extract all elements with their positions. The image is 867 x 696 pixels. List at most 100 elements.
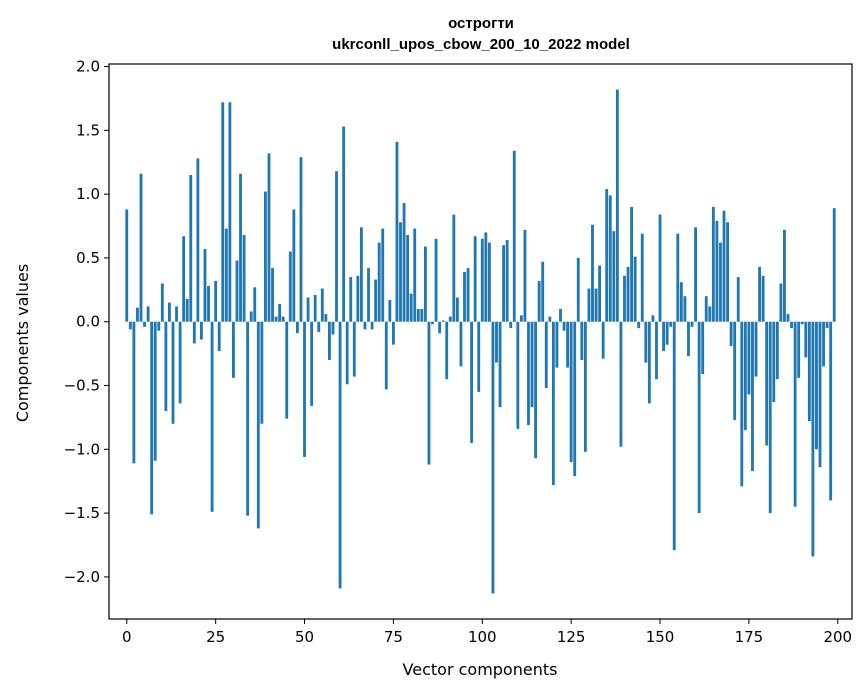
- bar-74: [388, 300, 392, 322]
- bar-71: [377, 242, 381, 322]
- bar-44: [281, 316, 285, 322]
- bar-141: [626, 266, 630, 322]
- bar-5: [143, 321, 146, 327]
- bar-131: [591, 224, 594, 322]
- bar-124: [566, 321, 570, 368]
- bar-33: [242, 234, 246, 322]
- x-tick-label: 175: [735, 628, 764, 646]
- bar-127: [576, 257, 580, 322]
- bar-147: [647, 321, 651, 404]
- bar-48: [295, 321, 299, 334]
- bar-15: [178, 321, 182, 404]
- bar-69: [370, 321, 374, 330]
- bar-49: [299, 157, 303, 322]
- bar-169: [726, 222, 729, 322]
- bar-54: [317, 321, 321, 332]
- bar-83: [420, 308, 424, 322]
- chart-title: острогти: [448, 15, 514, 32]
- bar-158: [687, 321, 690, 357]
- bar-21: [200, 321, 203, 340]
- bar-80: [409, 293, 413, 322]
- bar-35: [249, 311, 253, 322]
- bar-85: [427, 321, 431, 465]
- bar-42: [274, 316, 278, 322]
- bar-43: [278, 303, 282, 322]
- bar-87: [434, 238, 438, 322]
- bar-56: [324, 314, 328, 322]
- bar-13: [171, 321, 175, 424]
- bar-156: [679, 282, 683, 322]
- bar-188: [793, 321, 797, 507]
- bar-192: [807, 321, 811, 422]
- bar-140: [623, 275, 626, 322]
- bar-157: [683, 296, 687, 322]
- bar-57: [327, 321, 331, 360]
- bar-19: [192, 321, 196, 344]
- bar-111: [519, 315, 523, 322]
- y-tick-label: 0.0: [76, 313, 100, 331]
- bar-94: [459, 321, 463, 367]
- bar-144: [637, 321, 641, 329]
- bar-177: [754, 321, 758, 377]
- bar-160: [694, 227, 697, 322]
- bar-63: [349, 277, 353, 322]
- bar-152: [665, 321, 669, 345]
- bar-174: [743, 321, 747, 431]
- bar-97: [470, 321, 474, 443]
- bar-105: [498, 321, 502, 408]
- bar-121: [555, 321, 559, 368]
- bar-58: [331, 321, 335, 335]
- bar-89: [441, 320, 445, 322]
- bar-194: [815, 321, 818, 450]
- bar-53: [313, 294, 317, 322]
- bar-18: [189, 175, 193, 322]
- bar-46: [288, 251, 292, 322]
- bar-153: [669, 321, 673, 327]
- bar-119: [548, 316, 552, 322]
- bar-199: [832, 208, 836, 322]
- bar-8: [153, 321, 157, 461]
- bar-84: [423, 246, 427, 322]
- bar-26: [217, 321, 221, 352]
- bar-77: [399, 222, 402, 322]
- y-tick-label: −0.5: [64, 377, 100, 395]
- x-tick-label: 50: [295, 628, 314, 646]
- bar-189: [797, 321, 801, 378]
- x-tick-label: 200: [823, 628, 852, 646]
- bar-170: [729, 321, 733, 346]
- bar-16: [182, 236, 186, 322]
- bar-20: [196, 158, 200, 322]
- bar-101: [484, 232, 488, 322]
- bar-166: [715, 220, 719, 322]
- bar-45: [285, 321, 289, 419]
- bar-23: [207, 286, 210, 322]
- bar-17: [185, 298, 189, 322]
- bar-190: [800, 321, 804, 325]
- bar-51: [306, 297, 310, 322]
- bar-91: [448, 316, 452, 322]
- bar-120: [551, 321, 555, 486]
- bar-117: [541, 261, 545, 322]
- bar-116: [537, 280, 541, 322]
- bar-60: [338, 321, 342, 589]
- bar-150: [658, 214, 662, 322]
- bar-143: [633, 256, 637, 322]
- bar-72: [381, 228, 385, 322]
- bar-184: [779, 283, 783, 322]
- bar-64: [352, 321, 356, 377]
- bar-0: [125, 209, 129, 322]
- bar-123: [562, 321, 566, 331]
- bar-187: [790, 321, 793, 329]
- bar-73: [384, 321, 388, 390]
- bar-198: [829, 321, 833, 501]
- bar-186: [786, 314, 790, 322]
- bar-90: [445, 321, 449, 380]
- bar-102: [487, 242, 491, 322]
- y-tick-label: −1.5: [64, 504, 100, 522]
- bar-132: [594, 288, 598, 322]
- bar-175: [747, 321, 751, 395]
- bar-31: [235, 260, 239, 322]
- bar-110: [516, 321, 520, 429]
- bar-25: [214, 280, 218, 322]
